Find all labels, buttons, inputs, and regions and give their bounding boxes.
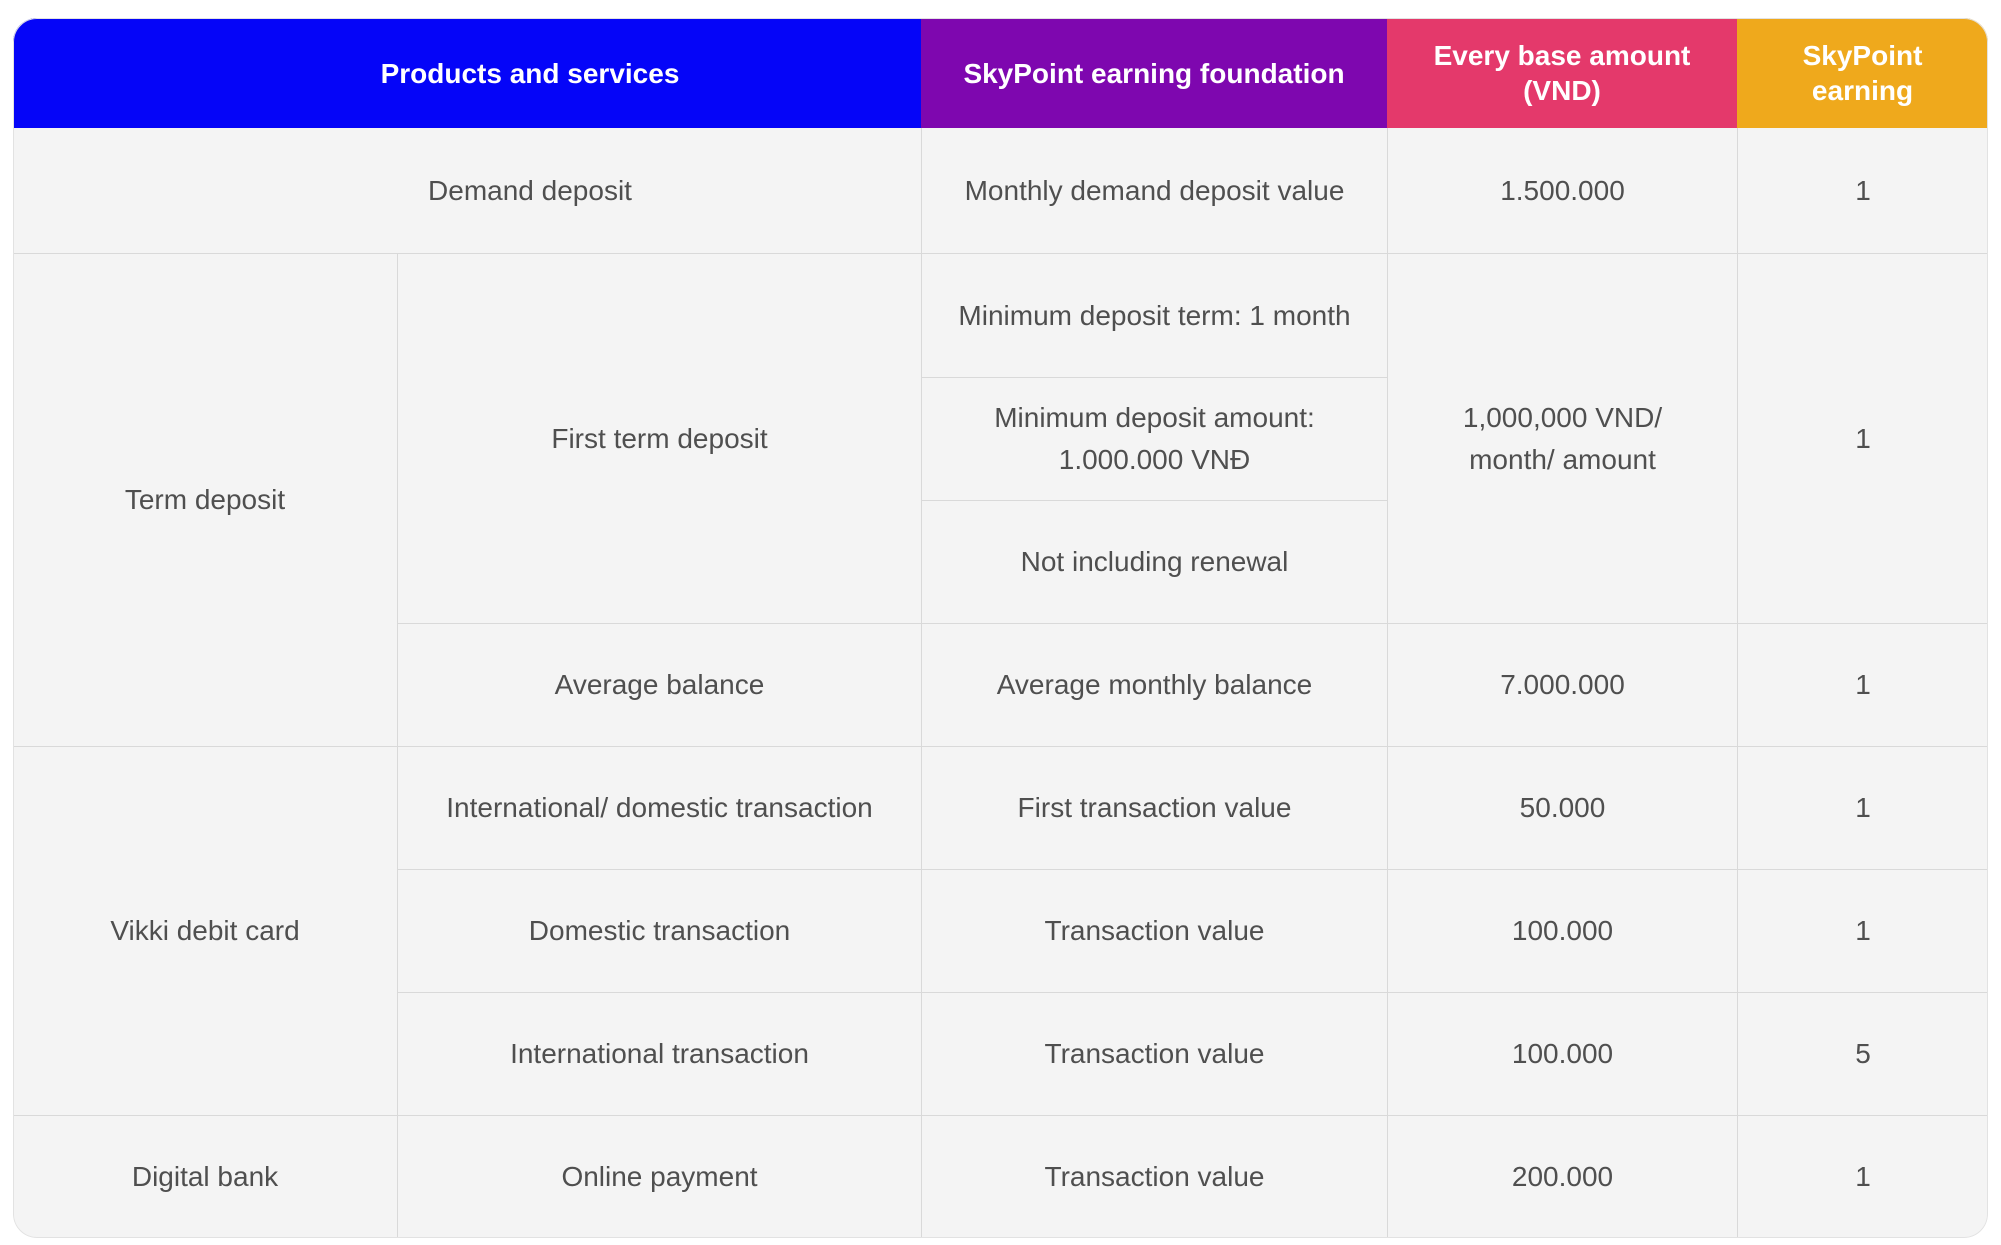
cell-demand-deposit-foundation: Monthly demand deposit value <box>921 128 1387 253</box>
cell-international-transaction-base-amount: 100.000 <box>1387 992 1737 1115</box>
cell-international-domestic-earning: 1 <box>1737 746 1988 869</box>
table-grid: Products and services SkyPoint earning f… <box>13 18 1988 1238</box>
cell-domestic-transaction-base-amount: 100.000 <box>1387 869 1737 992</box>
cell-international-transaction-earning: 5 <box>1737 992 1988 1115</box>
cell-international-transaction-foundation: Transaction value <box>921 992 1387 1115</box>
cell-first-term-deposit-earning: 1 <box>1737 253 1988 623</box>
cell-demand-deposit-earning: 1 <box>1737 128 1988 253</box>
cell-average-balance-earning: 1 <box>1737 623 1988 746</box>
cell-first-term-deposit-base-amount: 1,000,000 VND/ month/ amount <box>1387 253 1737 623</box>
cell-online-payment-foundation: Transaction value <box>921 1115 1387 1238</box>
cell-domestic-transaction-product: Domestic transaction <box>397 869 921 992</box>
cell-average-balance-foundation: Average monthly balance <box>921 623 1387 746</box>
cell-vikki-debit-card-group: Vikki debit card <box>13 746 397 1115</box>
cell-international-domestic-product: International/ domestic transaction <box>397 746 921 869</box>
cell-online-payment-base-amount: 200.000 <box>1387 1115 1737 1238</box>
cell-online-payment-product: Online payment <box>397 1115 921 1238</box>
cell-digital-bank-group: Digital bank <box>13 1115 397 1238</box>
cell-international-domestic-foundation: First transaction value <box>921 746 1387 869</box>
cell-demand-deposit-product: Demand deposit <box>428 174 632 206</box>
cell-average-balance-product: Average balance <box>397 623 921 746</box>
cell-first-term-deposit-product: First term deposit <box>397 253 921 623</box>
cell-term-deposit-group: Term deposit <box>13 253 397 746</box>
cell-demand-deposit-base-amount: 1.500.000 <box>1387 128 1737 253</box>
header-products-and-services: Products and services <box>13 18 921 128</box>
cell-not-including-renewal: Not including renewal <box>921 500 1387 623</box>
skypoint-earning-table: Products and services SkyPoint earning f… <box>13 18 1988 1238</box>
cell-domestic-transaction-foundation: Transaction value <box>921 869 1387 992</box>
cell-minimum-deposit-term: Minimum deposit term: 1 month <box>921 253 1387 377</box>
header-skypoint-earning-foundation: SkyPoint earning foundation <box>921 18 1387 128</box>
cell-average-balance-base-amount: 7.000.000 <box>1387 623 1737 746</box>
header-skypoint-earning: SkyPoint earning <box>1737 18 1988 128</box>
cell-minimum-deposit-amount: Minimum deposit amount: 1.000.000 VNĐ <box>921 377 1387 500</box>
cell-international-transaction-product: International transaction <box>397 992 921 1115</box>
cell-online-payment-earning: 1 <box>1737 1115 1988 1238</box>
cell-domestic-transaction-earning: 1 <box>1737 869 1988 992</box>
cell-international-domestic-base-amount: 50.000 <box>1387 746 1737 869</box>
header-every-base-amount: Every base amount (VND) <box>1387 18 1737 128</box>
